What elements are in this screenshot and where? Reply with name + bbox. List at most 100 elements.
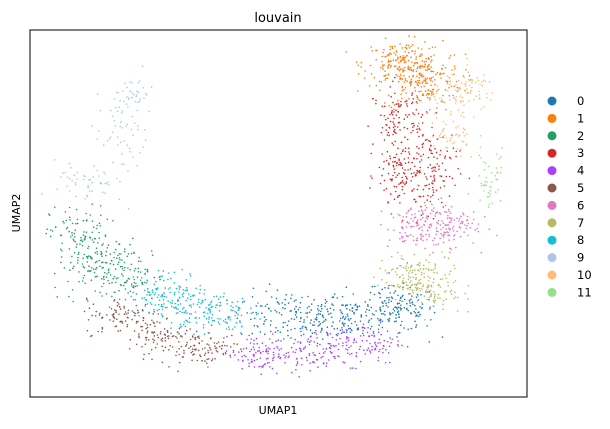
data-point [423,173,426,175]
data-point [124,288,127,290]
data-point [444,224,446,227]
data-point [349,309,351,311]
data-point [346,307,348,310]
data-point [229,354,231,357]
data-point [259,331,262,333]
data-point [71,255,73,258]
data-point [476,77,479,79]
data-point [112,320,115,323]
data-point [159,321,161,324]
data-point [295,316,298,318]
data-point [429,200,432,203]
data-point [445,80,448,82]
data-point [408,222,410,225]
data-point [324,318,327,321]
data-point [452,147,455,149]
data-point [341,329,344,331]
data-point [431,152,434,155]
data-point [320,305,322,308]
data-point [407,328,410,331]
data-point [383,102,386,104]
cluster-7-points [373,235,470,321]
data-point [396,267,398,270]
data-point [390,178,392,181]
legend-item-0: 0 [547,94,584,108]
data-point [136,164,138,167]
data-point [390,296,393,298]
data-point [417,84,420,87]
data-point [72,267,74,270]
data-point [385,302,387,305]
data-point [388,239,391,241]
data-point [419,171,421,173]
data-point [369,298,371,301]
data-point [302,333,305,336]
data-point [414,198,416,201]
data-point [101,328,104,330]
data-point [127,309,130,312]
data-point [392,216,395,219]
data-point [381,326,384,329]
data-point [320,303,323,306]
data-point [418,169,421,172]
data-point [427,57,430,59]
data-point [160,296,162,298]
data-point [76,178,79,180]
data-point [104,235,107,238]
data-point [454,280,457,282]
data-point [199,288,202,291]
data-point [246,312,248,314]
data-point [161,316,164,318]
data-point [114,248,117,251]
data-point [452,120,455,123]
data-point [398,159,400,162]
data-point [450,293,453,295]
data-point [405,265,408,268]
data-point [465,227,467,230]
data-point [280,340,282,342]
data-point [118,303,120,305]
data-point [308,354,311,357]
data-point [437,222,439,225]
data-point [316,314,318,316]
data-point [440,232,442,235]
data-point [104,271,106,274]
data-point [271,333,274,335]
data-point [160,338,163,341]
data-point [408,209,410,212]
data-point [121,265,123,268]
data-point [127,170,129,172]
data-point [401,181,403,183]
data-point [116,318,118,321]
data-point [224,321,227,323]
data-point [429,97,432,99]
data-point [432,182,434,185]
data-point [390,95,393,98]
data-point [261,342,264,345]
data-point [301,296,303,299]
data-point [271,341,274,344]
data-point [441,130,444,133]
data-point [408,51,410,54]
data-point [248,362,250,365]
data-point [263,320,266,323]
data-point [198,337,200,340]
data-point [83,310,86,313]
data-point [138,333,140,335]
data-point [378,166,381,169]
data-point [472,211,475,213]
data-point [137,260,140,263]
data-point [379,267,382,270]
data-point [465,144,468,146]
data-point [222,353,225,356]
data-point [379,306,382,309]
data-point [416,314,418,317]
data-point [393,128,396,131]
data-point [166,335,169,338]
data-point [413,188,415,190]
data-point [396,343,399,346]
data-point [402,216,405,218]
data-point [443,185,446,187]
data-point [402,277,405,280]
data-point [73,265,75,268]
